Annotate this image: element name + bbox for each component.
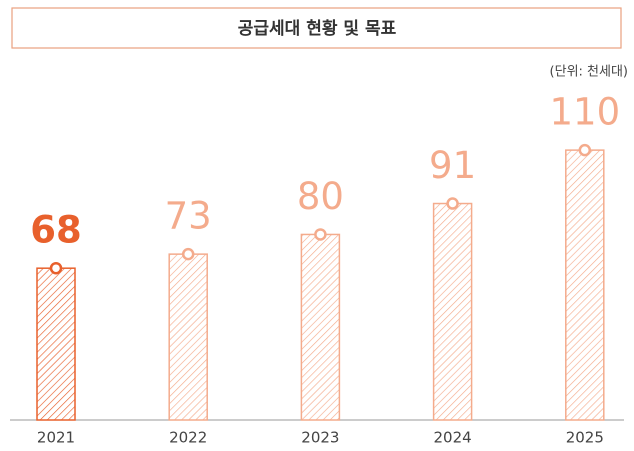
x-tick-label: 2021 bbox=[37, 429, 75, 447]
data-label: 68 bbox=[30, 209, 82, 252]
x-tick-label: 2024 bbox=[434, 429, 472, 447]
data-label: 73 bbox=[165, 195, 212, 238]
bar bbox=[432, 202, 473, 421]
bar bbox=[565, 149, 605, 421]
bar-marker bbox=[314, 228, 327, 241]
bar bbox=[36, 267, 76, 421]
title-box bbox=[11, 7, 622, 49]
chart-title: 공급세대 현황 및 목표 bbox=[238, 19, 397, 39]
data-label: 91 bbox=[429, 144, 476, 187]
bar bbox=[168, 253, 208, 421]
x-tick-label: 2025 bbox=[566, 429, 604, 447]
bar-marker bbox=[446, 197, 459, 210]
x-tick-label: 2022 bbox=[169, 429, 207, 447]
data-label: 110 bbox=[549, 91, 620, 134]
unit-label: (단위: 천세대) bbox=[550, 65, 628, 80]
bar-marker bbox=[578, 143, 592, 157]
bar bbox=[300, 233, 341, 421]
data-label: 80 bbox=[297, 175, 344, 218]
bar-marker bbox=[49, 261, 63, 275]
x-tick-label: 2023 bbox=[301, 429, 339, 447]
bar-marker bbox=[181, 247, 195, 261]
